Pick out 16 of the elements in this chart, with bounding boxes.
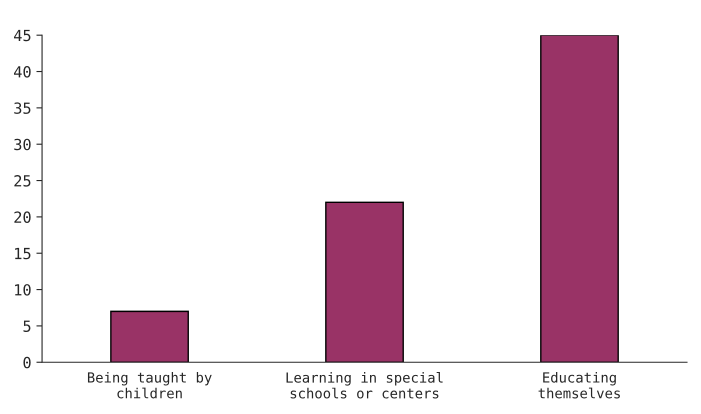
bar (325, 202, 404, 362)
y-tick-label: 20 (14, 211, 31, 223)
y-tick-label: 35 (14, 102, 30, 114)
y-tick-label: 15 (15, 248, 30, 260)
x-tick-label: Being taught by children (88, 372, 212, 398)
y-tick-label: 40 (14, 66, 31, 78)
y-tick-label: 45 (14, 30, 30, 42)
bar (540, 35, 619, 362)
y-tick-label: 5 (24, 320, 30, 332)
x-tick-label: Learning in special schools or centers (286, 372, 443, 399)
bar (110, 310, 189, 362)
y-tick-label: 10 (15, 284, 31, 296)
y-tick-label: 30 (14, 138, 31, 150)
y-tick-label: 0 (23, 356, 31, 368)
x-tick-label: Educating themselves (538, 372, 620, 398)
y-tick-label: 25 (14, 175, 30, 187)
